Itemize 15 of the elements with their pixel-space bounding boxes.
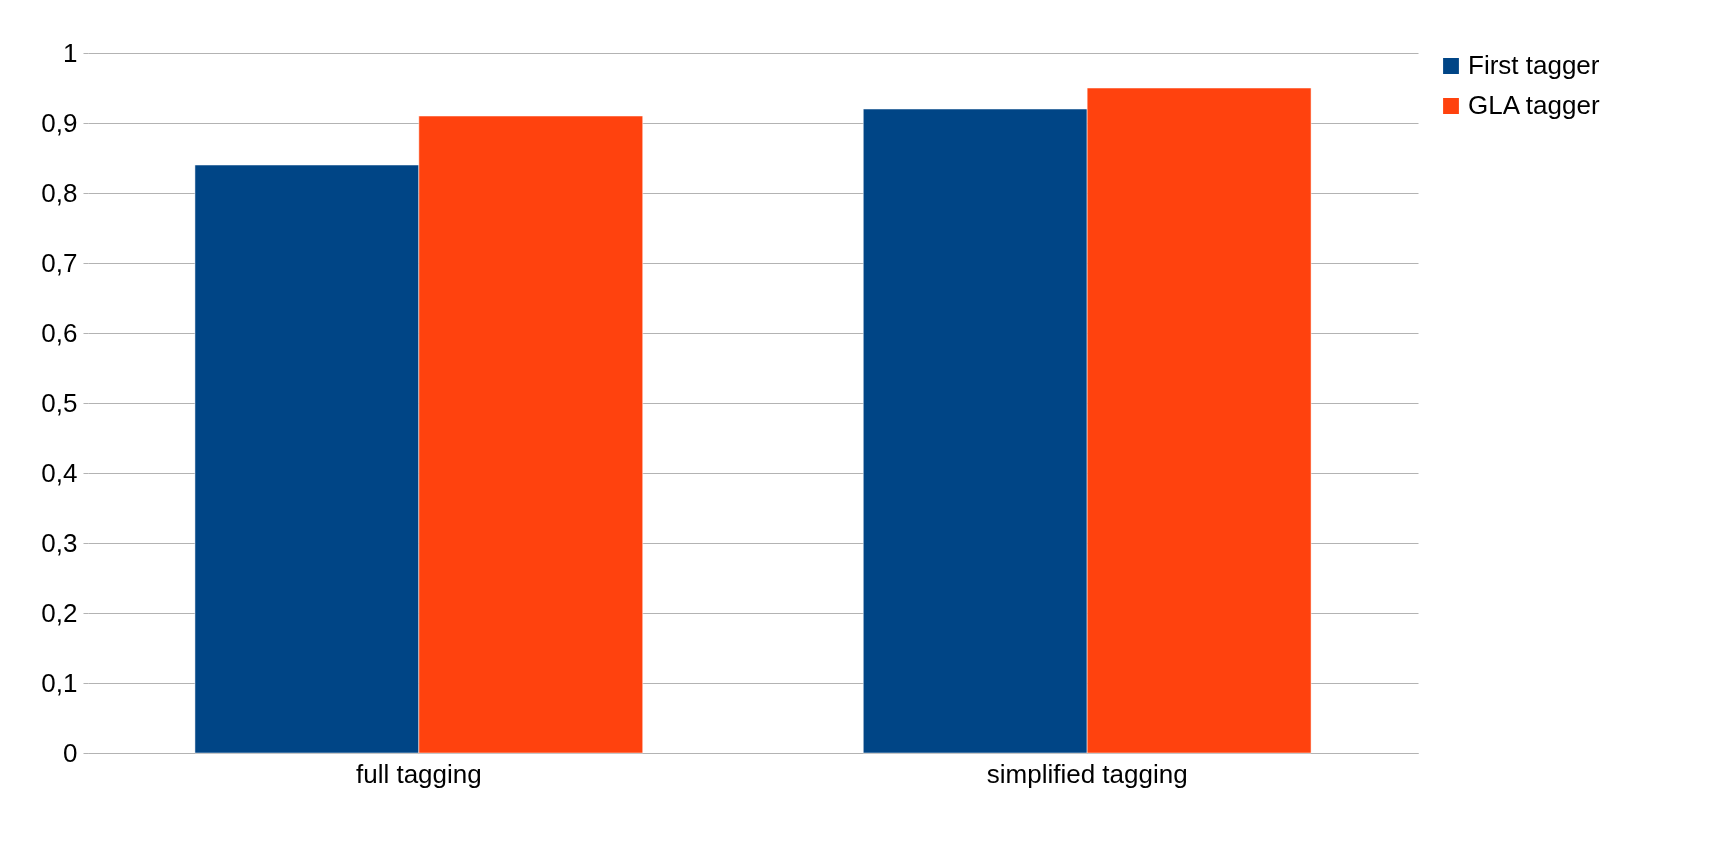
- y-tick-label: 0,8: [41, 177, 78, 208]
- y-tick-label: 0,6: [41, 317, 78, 348]
- y-tick-label: 0,9: [41, 107, 78, 138]
- y-tick-label: 0,5: [41, 387, 78, 418]
- x-tick-label: full tagging: [355, 758, 482, 789]
- y-tick-label: 0,7: [41, 247, 78, 278]
- y-tick-label: 0,4: [41, 457, 78, 488]
- y-tick-label: 1: [63, 37, 78, 68]
- legend-label: GLA tagger: [1468, 90, 1600, 120]
- y-tick-label: 0,1: [41, 667, 78, 698]
- legend-label: First tagger: [1468, 50, 1600, 80]
- y-tick-label: 0: [63, 737, 78, 768]
- x-tick-label: simplified tagging: [986, 758, 1188, 789]
- y-tick-label: 0,2: [41, 597, 78, 628]
- y-tick-label: 0,3: [41, 527, 78, 558]
